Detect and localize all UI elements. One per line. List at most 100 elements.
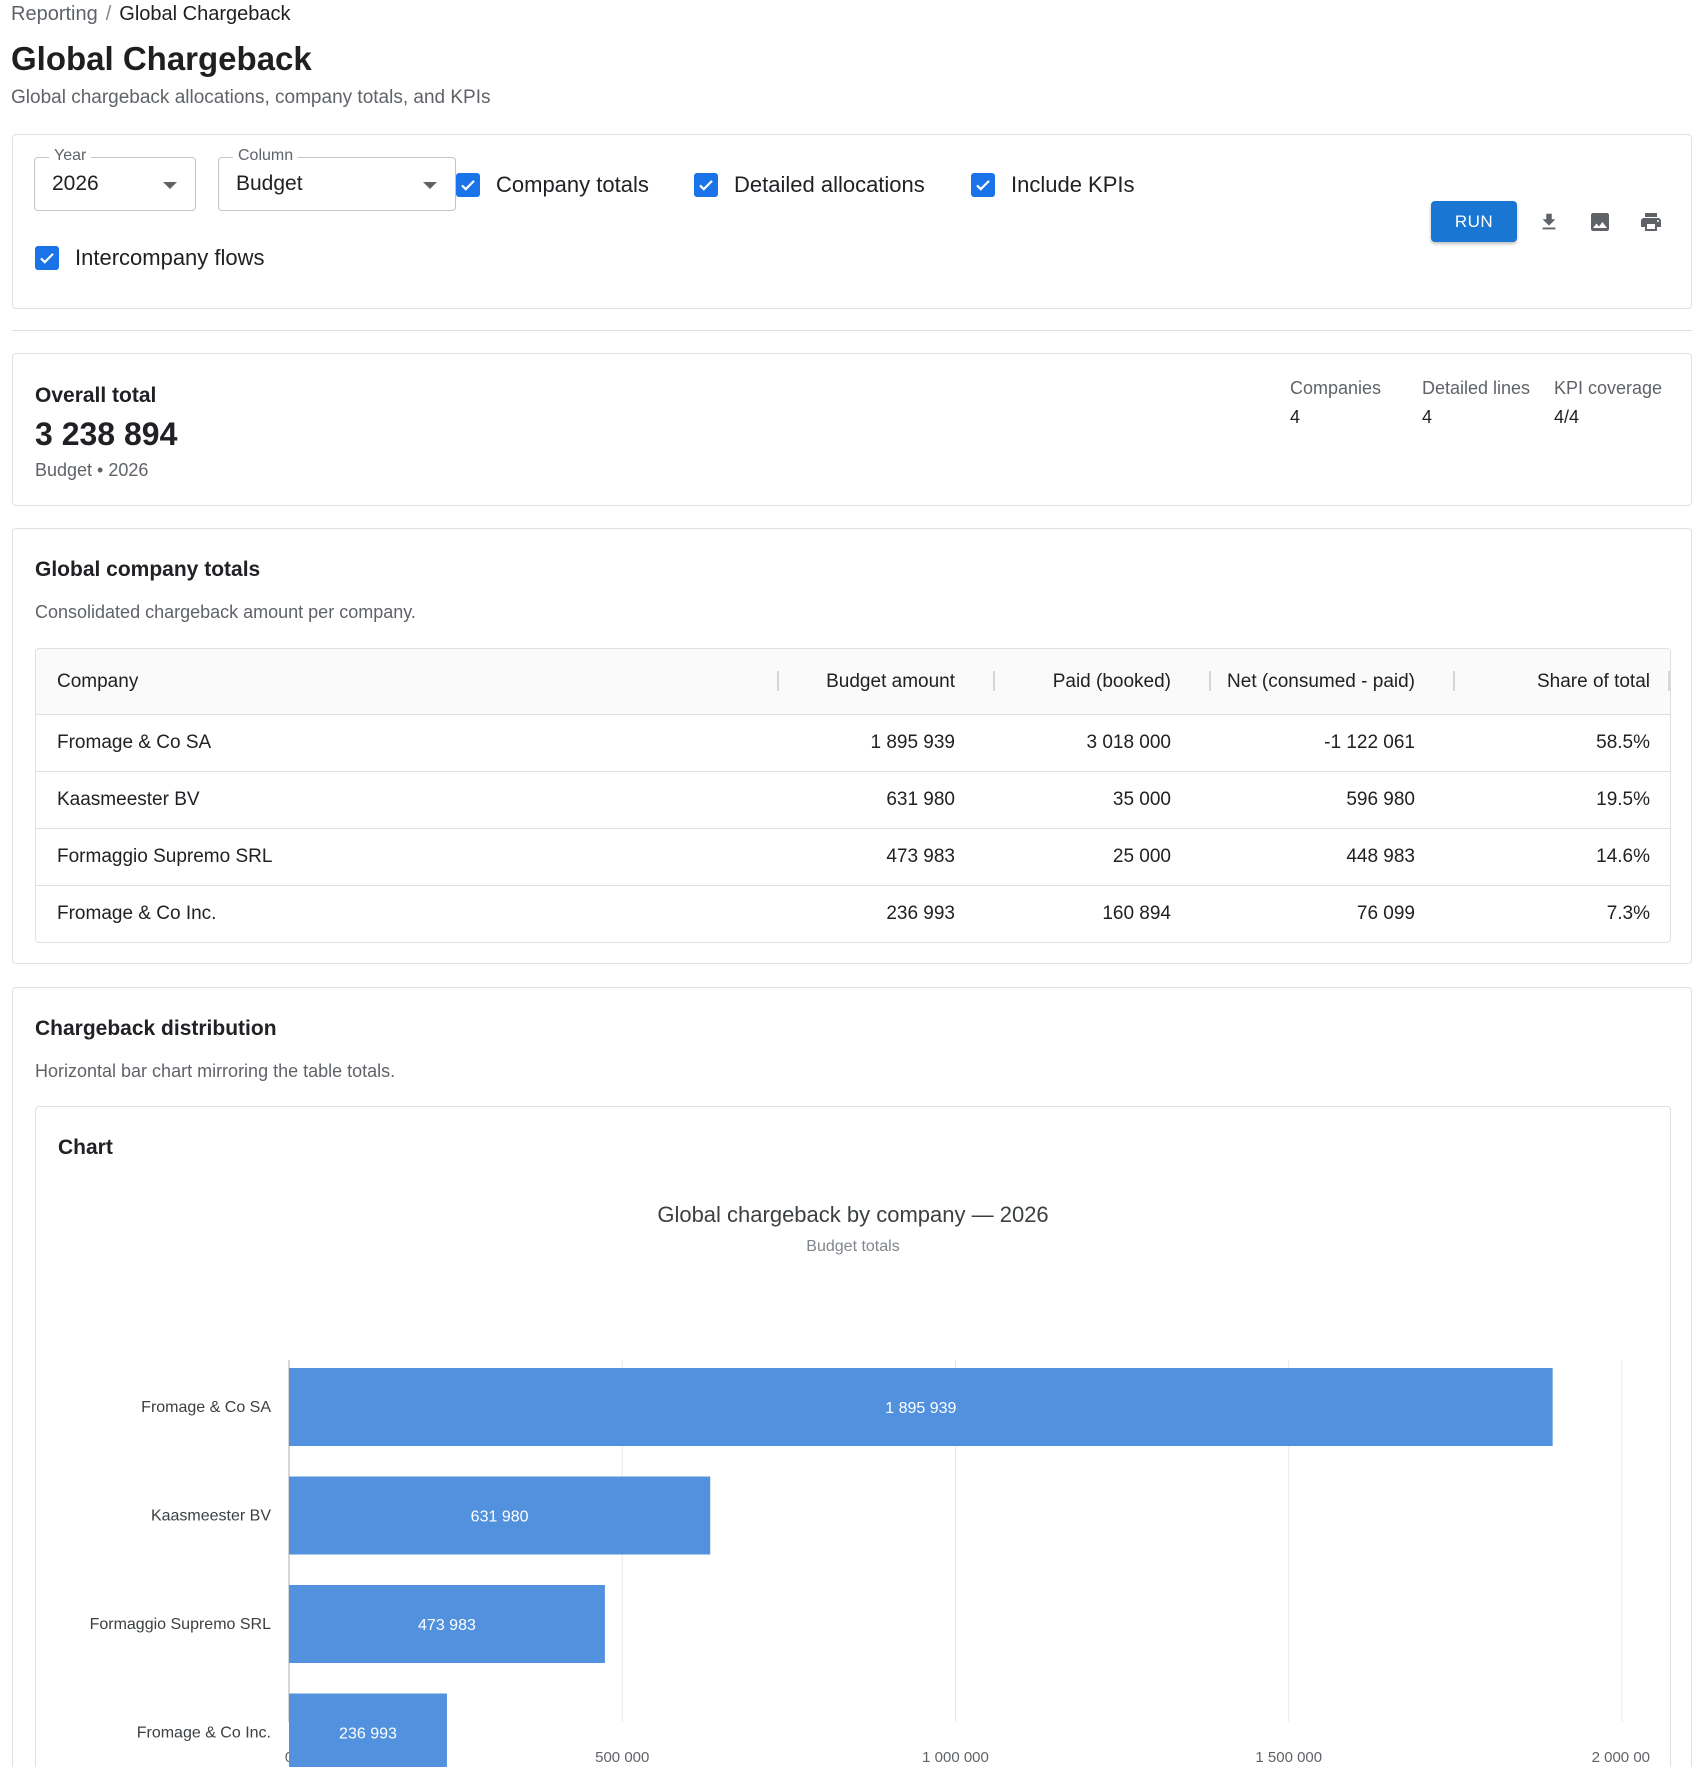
stat-value: 4/4 — [1554, 407, 1580, 427]
divider — [12, 330, 1692, 331]
paid-cell: 3 018 000 — [1086, 732, 1171, 753]
paid-cell: 25 000 — [1112, 846, 1171, 867]
x-tick-label: 1 500 000 — [1255, 1749, 1322, 1766]
net-cell: 448 983 — [1346, 846, 1415, 867]
section-title: Global company totals — [35, 558, 261, 581]
table-row[interactable]: Formaggio Supremo SRL 473 983 25 000 448… — [36, 828, 1670, 885]
bar-value-label: 631 980 — [471, 1509, 529, 1526]
checkmark-icon — [456, 173, 480, 197]
include-kpis-checkbox[interactable]: Include KPIs — [971, 172, 1135, 198]
share-cell: 7.3% — [1606, 903, 1650, 924]
column-select-value: Budget — [236, 172, 303, 195]
checkmark-icon — [35, 246, 59, 270]
bar-value-label: 1 895 939 — [885, 1400, 956, 1417]
budget-cell: 1 895 939 — [870, 732, 955, 753]
column-header-company[interactable]: Company — [57, 670, 139, 692]
breadcrumb-parent[interactable]: Reporting — [11, 3, 98, 25]
overall-total-card: Overall total 3 238 894 Budget • 2026 Co… — [12, 353, 1692, 506]
breadcrumb: Reporting / Global Chargeback — [11, 3, 291, 26]
column-separator[interactable] — [777, 671, 779, 691]
breadcrumb-current: Global Chargeback — [119, 3, 291, 25]
chart-card: Chart Global chargeback by company — 202… — [35, 1106, 1671, 1767]
net-cell: -1 122 061 — [1324, 732, 1415, 753]
stat-label: KPI coverage — [1554, 378, 1663, 398]
paid-cell: 35 000 — [1112, 789, 1171, 810]
filters-panel: Year 2026 Column Budget Company totals D… — [12, 134, 1692, 309]
year-select[interactable]: Year 2026 — [34, 147, 196, 211]
bar — [289, 1693, 447, 1767]
intercompany-flows-label: Intercompany flows — [75, 245, 265, 270]
bar — [289, 1476, 711, 1555]
column-select-label: Column — [233, 147, 299, 165]
column-select[interactable]: Column Budget — [218, 147, 456, 211]
table-row[interactable]: Kaasmeester BV 631 980 35 000 596 980 19… — [36, 771, 1670, 828]
column-header-net[interactable]: Net (consumed - paid) — [1227, 670, 1415, 692]
y-tick-label: Formaggio Supremo SRL — [90, 1616, 272, 1633]
page-subtitle: Global chargeback allocations, company t… — [11, 87, 491, 108]
overall-total-label: Overall total — [35, 384, 157, 407]
x-tick-label: 500 000 — [595, 1749, 649, 1766]
table-row[interactable]: Fromage & Co SA 1 895 939 3 018 000 -1 1… — [36, 714, 1670, 771]
stat-kpi-coverage: KPI coverage 4/4 — [1554, 378, 1662, 428]
company-totals-label: Company totals — [496, 172, 649, 197]
section-title: Chargeback distribution — [35, 1017, 277, 1040]
year-select-value: 2026 — [52, 172, 99, 195]
budget-cell: 631 980 — [886, 789, 955, 810]
bar-value-label: 473 983 — [418, 1617, 476, 1634]
net-cell: 596 980 — [1346, 789, 1415, 810]
table-row[interactable]: Fromage & Co Inc. 236 993 160 894 76 099… — [36, 885, 1670, 942]
column-header-paid[interactable]: Paid (booked) — [1052, 670, 1171, 692]
budget-cell: 236 993 — [886, 903, 955, 924]
y-tick-label: Fromage & Co Inc. — [137, 1725, 271, 1742]
download-icon[interactable] — [1534, 207, 1564, 237]
chevron-down-icon — [163, 182, 177, 189]
column-header-budget[interactable]: Budget amount — [826, 670, 955, 692]
bar-chart: Global chargeback by company — 2026 Budge… — [90, 1202, 1650, 1767]
paid-cell: 160 894 — [1102, 903, 1171, 924]
section-subtitle: Horizontal bar chart mirroring the table… — [35, 1061, 396, 1081]
budget-cell: 473 983 — [886, 846, 955, 867]
x-tick-label: 1 000 000 — [922, 1749, 989, 1766]
company-totals-card: Global company totals Consolidated charg… — [12, 528, 1692, 964]
x-tick-label: 2 000 00 — [1592, 1749, 1650, 1766]
chart-card-title: Chart — [58, 1136, 113, 1159]
company-cell: Formaggio Supremo SRL — [57, 846, 273, 867]
net-cell: 76 099 — [1356, 903, 1415, 924]
chargeback-distribution-card: Chargeback distribution Horizontal bar c… — [12, 987, 1692, 1767]
breadcrumb-separator: / — [105, 3, 112, 25]
page-title: Global Chargeback — [11, 40, 312, 77]
company-totals-table: Company Budget amount Paid (booked) Net … — [35, 648, 1671, 943]
share-cell: 19.5% — [1596, 789, 1650, 810]
run-button[interactable]: RUN — [1431, 201, 1517, 242]
company-cell: Fromage & Co Inc. — [57, 903, 217, 924]
bar — [289, 1585, 605, 1663]
column-header-share[interactable]: Share of total — [1536, 670, 1650, 692]
print-icon[interactable] — [1636, 207, 1666, 237]
detailed-allocations-label: Detailed allocations — [734, 172, 925, 197]
stat-label: Companies — [1290, 378, 1382, 398]
company-totals-checkbox[interactable]: Company totals — [456, 172, 649, 198]
checkmark-icon — [971, 173, 995, 197]
column-separator[interactable] — [993, 671, 995, 691]
table-header-row: Company Budget amount Paid (booked) Net … — [36, 649, 1670, 714]
column-separator[interactable] — [1453, 671, 1455, 691]
overall-total-meta: Budget • 2026 — [35, 460, 149, 480]
chart-title: Global chargeback by company — 2026 — [657, 1202, 1048, 1227]
chevron-down-icon — [423, 182, 437, 189]
stat-detailed-lines: Detailed lines 4 — [1422, 378, 1530, 428]
detailed-allocations-checkbox[interactable]: Detailed allocations — [694, 172, 925, 198]
include-kpis-label: Include KPIs — [1011, 172, 1135, 197]
stat-value: 4 — [1290, 407, 1301, 427]
column-separator[interactable] — [1209, 671, 1211, 691]
column-separator[interactable] — [1668, 671, 1670, 691]
intercompany-flows-checkbox[interactable]: Intercompany flows — [35, 245, 265, 271]
company-cell: Fromage & Co SA — [57, 732, 212, 753]
stat-value: 4 — [1422, 407, 1433, 427]
chart-subtitle: Budget totals — [806, 1238, 899, 1255]
share-cell: 58.5% — [1596, 732, 1650, 753]
y-tick-label: Kaasmeester BV — [151, 1508, 271, 1525]
section-subtitle: Consolidated chargeback amount per compa… — [35, 602, 416, 622]
image-icon[interactable] — [1585, 207, 1615, 237]
stat-label: Detailed lines — [1422, 378, 1531, 398]
company-cell: Kaasmeester BV — [57, 789, 200, 810]
